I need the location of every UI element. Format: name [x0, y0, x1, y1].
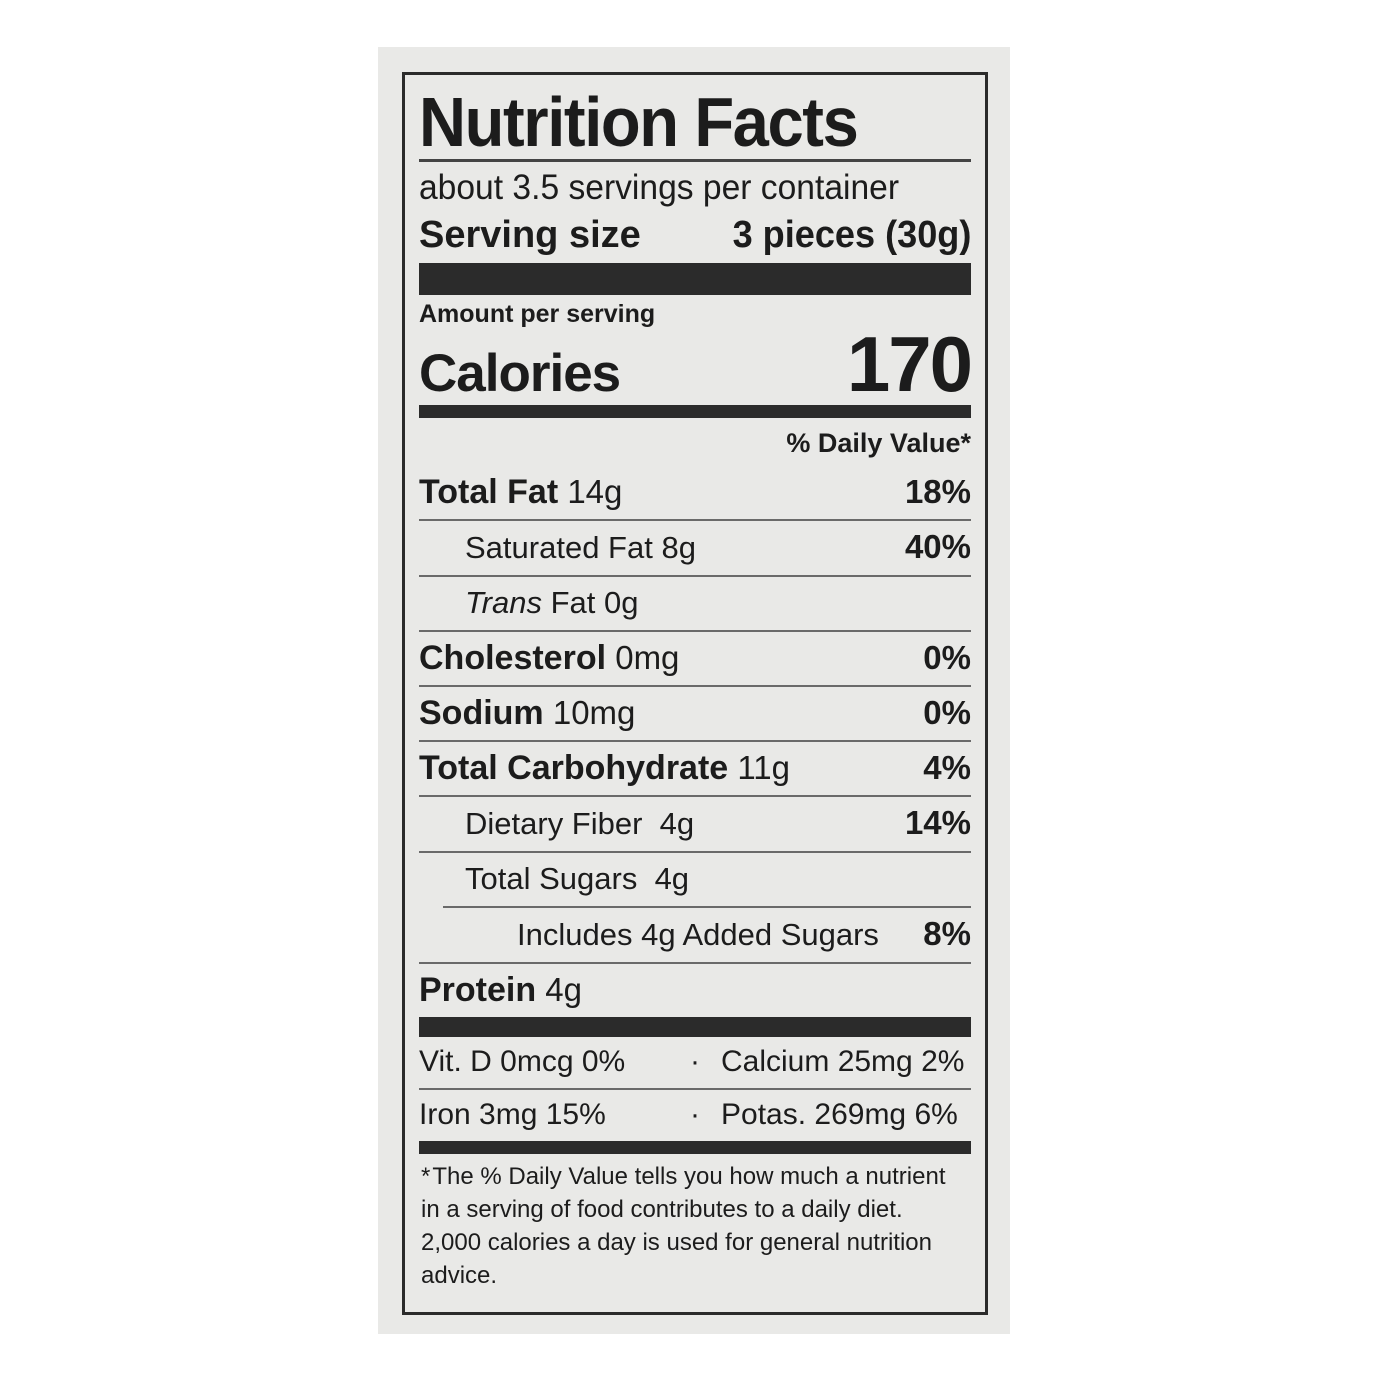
row-total-fat-dv: 18% — [904, 473, 971, 510]
row-dietary-fiber-name: Dietary Fiber — [465, 806, 643, 841]
row-cholesterol-label: Cholesterol 0mg — [419, 639, 679, 677]
serving-size-label: Serving size — [419, 214, 641, 256]
row-saturated-fat-dv: 40% — [904, 528, 971, 565]
calories-value: 170 — [846, 320, 973, 408]
row-trans-fat-label: Trans Fat 0g — [465, 584, 638, 622]
row-sodium-label: Sodium 10mg — [419, 694, 635, 732]
footnote-text: The % Daily Value tells you how much a n… — [421, 1163, 946, 1289]
row-total-fat-label: Total Fat 14g — [419, 473, 622, 511]
row-sodium-amount: 10mg — [552, 694, 636, 731]
daily-value-header: % Daily Value* — [786, 428, 971, 458]
row-protein-label: Protein 4g — [419, 971, 582, 1009]
servings-per-container: about 3.5 servings per container — [419, 168, 900, 207]
amount-per-serving-label: Amount per serving — [419, 300, 656, 328]
row-total-sugars-label: Total Sugars 4g — [465, 860, 689, 898]
row-total-carbohydrate-name: Total Carbohydrate — [419, 749, 729, 787]
iron-value: Iron 3mg 15% — [419, 1098, 606, 1131]
calories-divider — [419, 405, 971, 418]
row-sodium-name: Sodium — [419, 694, 544, 732]
vitamin-d-value: Vit. D 0mcg 0% — [419, 1045, 626, 1078]
row-cholesterol: Cholesterol 0mg 0% — [419, 630, 971, 685]
row-cholesterol-name: Cholesterol — [419, 639, 607, 677]
row-total-fat: Total Fat 14g 18% — [419, 466, 971, 519]
thick-divider-top — [419, 263, 971, 295]
serving-size-row: Serving size 3 pieces (30g) — [419, 211, 971, 263]
potassium-value: Potas. 269mg 6% — [721, 1098, 958, 1131]
row-total-sugars-name: Total Sugars — [465, 861, 638, 896]
row-dietary-fiber-amount: 4g — [659, 806, 695, 841]
row-saturated-fat-name: Saturated Fat — [465, 530, 653, 565]
row-dietary-fiber-label: Dietary Fiber 4g — [465, 805, 694, 843]
row-protein-amount: 4g — [545, 971, 583, 1008]
row-iron-potassium: Iron 3mg 15% · Potas. 269mg 6% — [419, 1088, 971, 1141]
row-total-carbohydrate-label: Total Carbohydrate 11g — [419, 749, 790, 787]
separator-dot-icon: · — [690, 1098, 700, 1131]
row-saturated-fat-label: Saturated Fat 8g — [465, 529, 696, 567]
row-trans-fat-emphasis: Trans — [465, 585, 542, 620]
row-saturated-fat-amount: 8g — [661, 530, 696, 565]
separator-dot-icon: · — [690, 1045, 700, 1078]
daily-value-footnote: *The % Daily Value tells you how much a … — [419, 1154, 971, 1292]
row-total-fat-name: Total Fat — [419, 473, 559, 511]
row-sodium-dv: 0% — [923, 694, 971, 731]
calories-label: Calories — [419, 344, 621, 403]
footnote-asterisk: * — [421, 1163, 431, 1190]
title-divider — [419, 159, 971, 162]
serving-size-value: 3 pieces (30g) — [732, 214, 971, 256]
row-total-fat-amount: 14g — [567, 473, 623, 510]
row-added-sugars-label: Includes 4g Added Sugars — [517, 917, 879, 952]
thick-divider-vitamins — [419, 1017, 971, 1037]
row-dietary-fiber: Dietary Fiber 4g 14% — [419, 795, 971, 851]
row-trans-fat-amount: Fat 0g — [550, 585, 639, 620]
row-cholesterol-amount: 0mg — [615, 639, 680, 676]
row-vitamin-d-calcium: Vit. D 0mcg 0% · Calcium 25mg 2% — [419, 1037, 971, 1088]
row-total-sugars: Total Sugars 4g — [419, 851, 971, 906]
nutrition-facts-label: Nutrition Facts about 3.5 servings per c… — [402, 72, 988, 1315]
row-total-carbohydrate-amount: 11g — [737, 749, 790, 786]
thick-divider-footnote — [419, 1141, 971, 1154]
row-trans-fat: Trans Fat 0g — [419, 575, 971, 630]
row-added-sugars-dv: 8% — [923, 915, 971, 952]
row-saturated-fat: Saturated Fat 8g 40% — [419, 519, 971, 575]
row-protein-name: Protein — [419, 971, 537, 1009]
row-total-carbohydrate: Total Carbohydrate 11g 4% — [419, 740, 971, 795]
calories-row: Calories 170 — [419, 320, 973, 408]
row-protein: Protein 4g — [419, 962, 971, 1017]
page-title: Nutrition Facts — [419, 83, 859, 161]
row-sodium: Sodium 10mg 0% — [419, 685, 971, 740]
row-total-carbohydrate-dv: 4% — [923, 749, 971, 786]
calcium-value: Calcium 25mg 2% — [721, 1045, 965, 1078]
row-total-sugars-amount: 4g — [654, 861, 690, 896]
row-dietary-fiber-dv: 14% — [904, 804, 971, 841]
row-cholesterol-dv: 0% — [923, 639, 971, 676]
row-added-sugars: Includes 4g Added Sugars 8% — [443, 906, 971, 962]
